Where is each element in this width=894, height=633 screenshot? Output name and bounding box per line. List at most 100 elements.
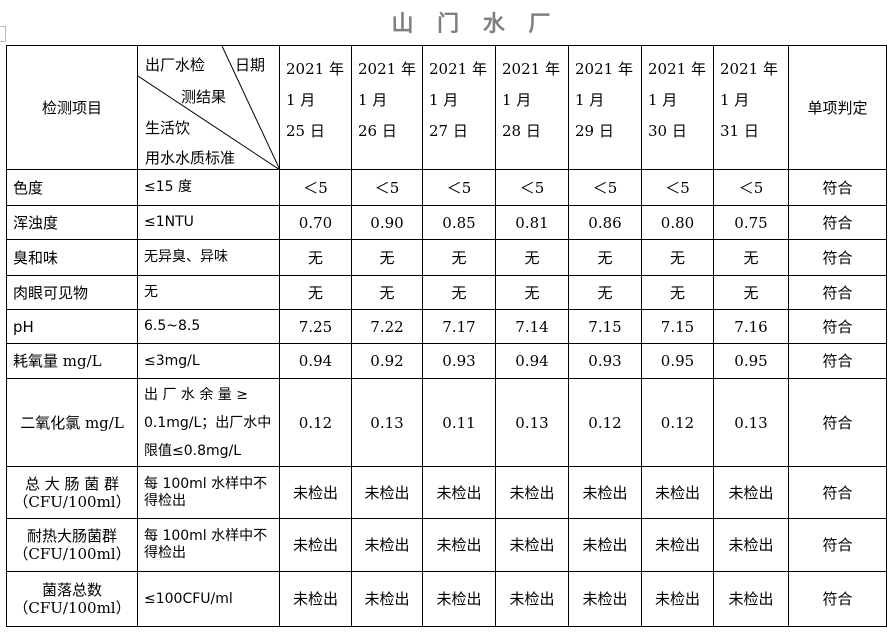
value-cell: ＜5: [713, 169, 789, 206]
verdict-cell: 符合: [788, 275, 887, 310]
value-cell: 0.85: [422, 205, 496, 240]
value-cell: 0.93: [568, 343, 642, 379]
value-cell: 7.25: [279, 309, 352, 344]
date-part: 1 月: [720, 91, 750, 109]
date-part: 31 日: [720, 122, 759, 140]
value-cell: 无: [568, 275, 642, 310]
value-cell: 未检出: [351, 571, 423, 627]
date-part: 27 日: [429, 122, 468, 140]
standard-cell: ≤1NTU: [137, 205, 280, 240]
table-row: 耗氧量 mg/L ≤3mg/L 0.94 0.92 0.93 0.94 0.93 0.95 0.…: [6, 343, 887, 379]
item-cell: 耗氧量 mg/L: [6, 343, 138, 379]
table-row: 耐热大肠菌群（CFU/100ml）每 100ml 水样中不得检出 未检出 未检出 未检…: [6, 518, 887, 572]
standard-cell: 每 100ml 水样中不得检出: [137, 518, 280, 572]
value-cell: 0.13: [495, 378, 569, 467]
date-header: 2021 年 1 月 26 日: [351, 45, 423, 170]
table-move-handle[interactable]: [0, 26, 6, 42]
verdict-cell: 符合: [788, 518, 887, 572]
diag-label: 用水水质标准: [145, 149, 236, 167]
value-cell: 0.93: [422, 343, 496, 379]
date-header: 2021 年 1 月 29 日: [568, 45, 642, 170]
value-cell: 0.75: [713, 205, 789, 240]
value-cell: 无: [495, 275, 569, 310]
value-cell: 未检出: [641, 466, 714, 519]
table-row: pH 6.5~8.5 7.25 7.22 7.17 7.14 7.15 7.15 7.16 符合: [6, 309, 887, 344]
value-cell: ＜5: [351, 169, 423, 206]
diag-label: 测结果: [181, 88, 227, 106]
item-cell: 臭和味: [6, 239, 138, 276]
standard-cell: 6.5~8.5: [137, 309, 280, 344]
date-part: 1 月: [429, 91, 459, 109]
verdict-cell: 符合: [788, 239, 887, 276]
value-cell: 7.15: [568, 309, 642, 344]
page-title: 山 门 水 厂: [391, 12, 559, 37]
value-cell: 0.12: [641, 378, 714, 467]
value-cell: 0.13: [351, 378, 423, 467]
date-header: 2021 年 1 月 27 日: [422, 45, 496, 170]
value-cell: 无: [568, 239, 642, 276]
value-cell: 未检出: [422, 518, 496, 572]
value-cell: 0.95: [641, 343, 714, 379]
standard-cell: ≤15 度: [137, 169, 280, 206]
value-cell: ＜5: [568, 169, 642, 206]
table-row: 臭和味 无异臭、异味无无无无无无无符合: [6, 239, 887, 276]
value-cell: 未检出: [279, 466, 352, 519]
date-part: 1 月: [502, 91, 532, 109]
date-part: 2021 年: [429, 60, 487, 78]
date-part: 2021 年: [286, 60, 344, 78]
verdict-cell: 符合: [788, 309, 887, 344]
value-cell: 未检出: [422, 466, 496, 519]
date-part: 1 月: [575, 91, 605, 109]
value-cell: 无: [422, 275, 496, 310]
value-cell: 0.94: [495, 343, 569, 379]
value-cell: 7.22: [351, 309, 423, 344]
date-part: 1 月: [358, 91, 388, 109]
value-cell: ＜5: [495, 169, 569, 206]
value-cell: 未检出: [713, 466, 789, 519]
header-row: 检测项目 出厂水检 日期 测结果 生活饮 用水水质标准 2021 年 1 月 25 …: [6, 45, 887, 170]
verdict-cell: 符合: [788, 205, 887, 240]
value-cell: 0.12: [568, 378, 642, 467]
date-header: 2021 年 1 月 28 日: [495, 45, 569, 170]
date-header: 2021 年 1 月 25 日: [279, 45, 352, 170]
value-cell: 未检出: [422, 571, 496, 627]
date-part: 1 月: [648, 91, 678, 109]
value-cell: 7.17: [422, 309, 496, 344]
value-cell: 0.92: [351, 343, 423, 379]
value-cell: 未检出: [351, 518, 423, 572]
table-row: 二氧化氯 mg/L 出 厂 水 余 量 ≥ 0.1mg/L；出厂水中限值≤0.8m…: [6, 378, 887, 467]
value-cell: 未检出: [713, 518, 789, 572]
value-cell: 未检出: [641, 571, 714, 627]
item-cell: 耐热大肠菌群（CFU/100ml）: [6, 518, 138, 572]
verdict-cell: 符合: [788, 378, 887, 467]
value-cell: 未检出: [568, 518, 642, 572]
value-cell: 未检出: [495, 571, 569, 627]
value-cell: 无: [351, 275, 423, 310]
value-cell: 0.86: [568, 205, 642, 240]
verdict-cell: 符合: [788, 169, 887, 206]
standard-cell: 无: [137, 275, 280, 310]
value-cell: 未检出: [568, 466, 642, 519]
standard-cell: 出 厂 水 余 量 ≥ 0.1mg/L；出厂水中限值≤0.8mg/L: [137, 378, 280, 467]
value-cell: 0.11: [422, 378, 496, 467]
value-cell: 无: [641, 275, 714, 310]
value-cell: 未检出: [713, 571, 789, 627]
value-cell: 无: [713, 239, 789, 276]
value-cell: 0.70: [279, 205, 352, 240]
date-header: 2021 年 1 月 31 日: [713, 45, 789, 170]
header-item: 检测项目: [6, 45, 138, 170]
value-cell: 0.80: [641, 205, 714, 240]
water-quality-table: 检测项目 出厂水检 日期 测结果 生活饮 用水水质标准 2021 年 1 月 25 …: [6, 45, 887, 627]
value-cell: 7.14: [495, 309, 569, 344]
value-cell: ＜5: [641, 169, 714, 206]
date-part: 28 日: [502, 122, 541, 140]
date-header: 2021 年 1 月 30 日: [641, 45, 714, 170]
standard-cell: ≤3mg/L: [137, 343, 280, 379]
standard-cell: 每 100ml 水样中不得检出: [137, 466, 280, 519]
verdict-cell: 符合: [788, 343, 887, 379]
standard-cell: ≤100CFU/ml: [137, 571, 280, 627]
item-cell: 二氧化氯 mg/L: [6, 378, 138, 467]
diag-label: 生活饮: [145, 119, 191, 137]
table-row: 浑浊度 ≤1NTU 0.70 0.90 0.85 0.81 0.86 0.80 0.75 符合: [6, 205, 887, 240]
date-part: 30 日: [648, 122, 687, 140]
